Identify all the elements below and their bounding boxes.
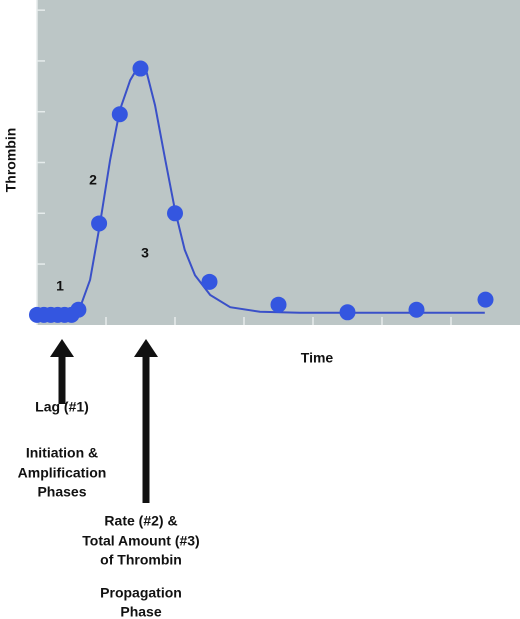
arrow	[134, 339, 158, 503]
y-axis-label: Thrombin	[3, 128, 19, 193]
data-point	[91, 215, 108, 232]
data-point	[132, 60, 149, 77]
x-axis-label: Time	[301, 350, 334, 366]
annotation: Initiation &	[26, 445, 98, 461]
data-point	[167, 205, 183, 222]
annotation: 1	[56, 278, 64, 294]
data-point	[111, 106, 128, 123]
annotation: Total Amount (#3)	[82, 533, 199, 549]
data-point	[70, 301, 87, 318]
data-point	[339, 304, 356, 321]
annotation: of Thrombin	[100, 552, 182, 568]
data-point	[270, 296, 287, 313]
annotation: Lag (#1)	[35, 399, 89, 415]
plot-area	[37, 0, 520, 325]
data-point	[408, 301, 425, 318]
data-point	[477, 291, 494, 308]
annotation: Phase	[120, 604, 161, 619]
annotation: Rate (#2) &	[104, 513, 177, 529]
data-point	[201, 273, 218, 290]
annotation: 2	[89, 172, 97, 188]
annotation: Propagation	[100, 585, 182, 601]
arrow	[50, 339, 74, 404]
fit-curve	[36, 62, 485, 316]
annotation: Phases	[37, 484, 86, 500]
annotation: Amplification	[18, 465, 107, 481]
annotation: 3	[141, 245, 149, 261]
